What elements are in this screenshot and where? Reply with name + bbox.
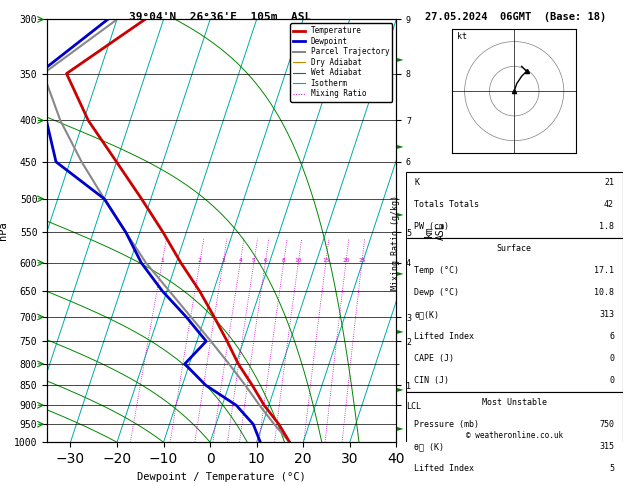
Text: Totals Totals: Totals Totals bbox=[415, 200, 479, 209]
Text: Mixing Ratio (g/kg): Mixing Ratio (g/kg) bbox=[391, 195, 399, 291]
Text: 6: 6 bbox=[264, 258, 267, 263]
Text: ►: ► bbox=[398, 326, 404, 335]
Text: 5: 5 bbox=[252, 258, 256, 263]
Text: 20: 20 bbox=[342, 258, 350, 263]
Text: CAPE (J): CAPE (J) bbox=[415, 354, 454, 363]
Text: 17.1: 17.1 bbox=[594, 266, 614, 275]
Text: 21: 21 bbox=[604, 178, 614, 187]
Text: 42: 42 bbox=[604, 200, 614, 209]
Text: ►: ► bbox=[398, 268, 404, 277]
Text: CIN (J): CIN (J) bbox=[415, 376, 449, 385]
Text: Temp (°C): Temp (°C) bbox=[415, 266, 459, 275]
Text: 39°04'N  26°36'E  105m  ASL: 39°04'N 26°36'E 105m ASL bbox=[129, 12, 311, 22]
Y-axis label: hPa: hPa bbox=[0, 222, 8, 240]
Text: ►: ► bbox=[398, 54, 404, 63]
Text: © weatheronline.co.uk: © weatheronline.co.uk bbox=[465, 431, 563, 440]
Text: Lifted Index: Lifted Index bbox=[415, 464, 474, 473]
Text: θᴇ(K): θᴇ(K) bbox=[415, 310, 440, 319]
Text: Dewp (°C): Dewp (°C) bbox=[415, 288, 459, 297]
Text: ►: ► bbox=[398, 384, 404, 393]
Text: 10.8: 10.8 bbox=[594, 288, 614, 297]
Legend: Temperature, Dewpoint, Parcel Trajectory, Dry Adiabat, Wet Adiabat, Isotherm, Mi: Temperature, Dewpoint, Parcel Trajectory… bbox=[290, 23, 392, 102]
Text: K: K bbox=[415, 178, 420, 187]
Y-axis label: km
ASL: km ASL bbox=[424, 222, 445, 240]
Text: ►: ► bbox=[398, 209, 404, 218]
Text: 750: 750 bbox=[599, 420, 614, 429]
Text: 4: 4 bbox=[238, 258, 242, 263]
Text: ►: ► bbox=[398, 141, 404, 150]
Text: 25: 25 bbox=[358, 258, 365, 263]
Bar bbox=[406, 172, 623, 238]
Text: 8: 8 bbox=[282, 258, 286, 263]
Text: Pressure (mb): Pressure (mb) bbox=[415, 420, 479, 429]
Text: 313: 313 bbox=[599, 310, 614, 319]
Text: θᴇ (K): θᴇ (K) bbox=[415, 442, 444, 451]
Text: PW (cm): PW (cm) bbox=[415, 222, 449, 231]
Text: 1.8: 1.8 bbox=[599, 222, 614, 231]
Bar bbox=[406, 392, 623, 486]
X-axis label: Dewpoint / Temperature (°C): Dewpoint / Temperature (°C) bbox=[137, 471, 306, 482]
Text: kt: kt bbox=[457, 32, 467, 41]
Text: 6: 6 bbox=[609, 332, 614, 341]
Text: Most Unstable: Most Unstable bbox=[482, 398, 547, 407]
Text: ►: ► bbox=[398, 423, 404, 432]
Text: Surface: Surface bbox=[497, 244, 532, 253]
Text: 1: 1 bbox=[160, 258, 164, 263]
Text: 315: 315 bbox=[599, 442, 614, 451]
Text: 5: 5 bbox=[609, 464, 614, 473]
Text: 2: 2 bbox=[198, 258, 201, 263]
Text: 0: 0 bbox=[609, 354, 614, 363]
Text: Lifted Index: Lifted Index bbox=[415, 332, 474, 341]
Text: 0: 0 bbox=[609, 376, 614, 385]
Text: 3: 3 bbox=[221, 258, 225, 263]
Text: 27.05.2024  06GMT  (Base: 18): 27.05.2024 06GMT (Base: 18) bbox=[425, 12, 606, 22]
Text: 15: 15 bbox=[322, 258, 330, 263]
Bar bbox=[406, 238, 623, 392]
Text: 10: 10 bbox=[294, 258, 302, 263]
